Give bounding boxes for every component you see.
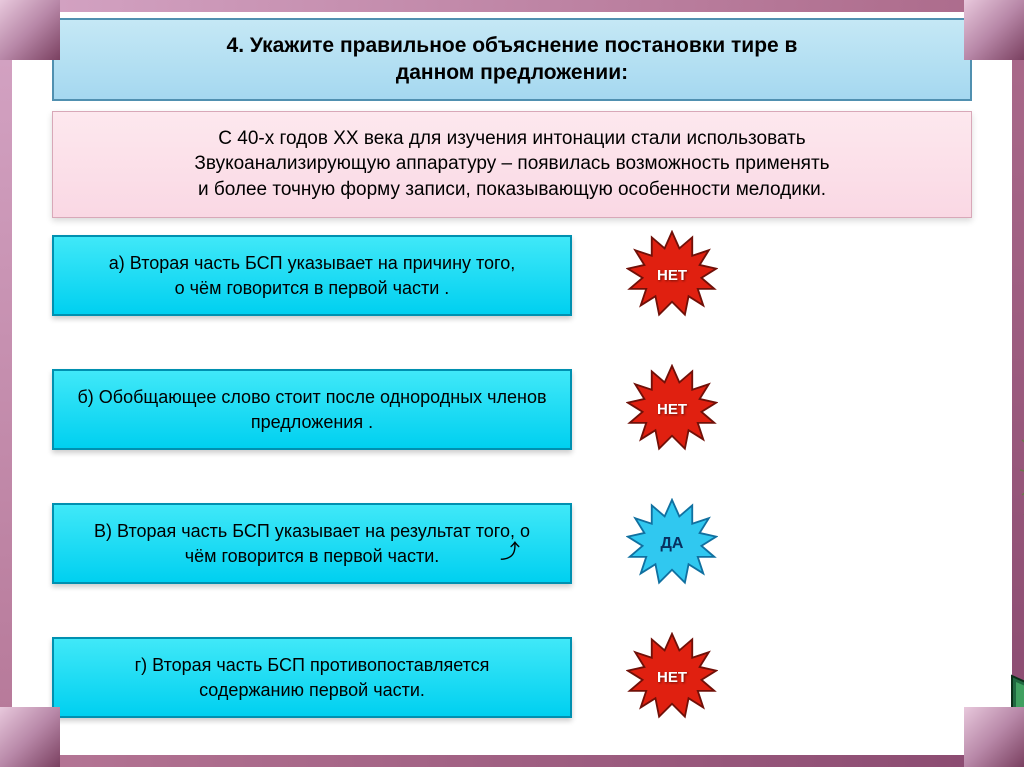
option-text-line1: Вторая часть БСП указывает на причину то… bbox=[130, 253, 515, 273]
option-text-line1: Вторая часть БСП противопоставляется bbox=[152, 655, 489, 675]
context-line1: С 40-х годов XX века для изучения интона… bbox=[218, 128, 805, 149]
option-letter: г) bbox=[135, 655, 148, 675]
option-d[interactable]: г) Вторая часть БСП противопоставляется … bbox=[52, 637, 572, 718]
badge-label: НЕТ bbox=[657, 267, 687, 284]
badge-cell: НЕТ bbox=[592, 364, 752, 456]
badge-cell: НЕТ bbox=[592, 230, 752, 322]
badge-cell: ДА bbox=[592, 498, 752, 590]
context-line3: и более точную форму записи, показывающу… bbox=[198, 179, 826, 200]
option-letter: В) bbox=[94, 521, 112, 541]
stick-insect-icon bbox=[1012, 435, 1024, 525]
option-row: г) Вторая часть БСП противопоставляется … bbox=[52, 632, 972, 724]
option-row: б) Обобщающее слово стоит после однородн… bbox=[52, 364, 972, 456]
option-text-line1: Обобщающее слово стоит после однородных … bbox=[99, 387, 547, 407]
answer-badge-yes: ДА bbox=[626, 498, 718, 590]
option-row: а) Вторая часть БСП указывает на причину… bbox=[52, 230, 972, 322]
frame-corner bbox=[0, 707, 60, 767]
frame-corner bbox=[0, 0, 60, 60]
question-number: 4. bbox=[227, 34, 245, 57]
question-line2: данном предложении: bbox=[396, 61, 628, 84]
badge-cell: НЕТ bbox=[592, 632, 752, 724]
answer-badge-no: НЕТ bbox=[626, 364, 718, 456]
option-text-line2: о чём говорится в первой части . bbox=[175, 278, 450, 298]
badge-label: ДА bbox=[661, 535, 684, 553]
context-sentence: С 40-х годов XX века для изучения интона… bbox=[52, 111, 972, 218]
option-text-line1: Вторая часть БСП указывает на результат … bbox=[117, 521, 530, 541]
slide-frame: 4. Укажите правильное объяснение постано… bbox=[0, 0, 1024, 767]
frame-corner bbox=[964, 0, 1024, 60]
question-line1: Укажите правильное объяснение постановки… bbox=[250, 34, 798, 57]
option-letter: б) bbox=[77, 387, 93, 407]
option-b[interactable]: б) Обобщающее слово стоит после однородн… bbox=[52, 369, 572, 450]
option-c[interactable]: В) Вторая часть БСП указывает на результ… bbox=[52, 503, 572, 584]
option-text-line2: содержанию первой части. bbox=[199, 680, 425, 700]
answer-badge-no: НЕТ bbox=[626, 632, 718, 724]
option-text-line2: предложения . bbox=[251, 412, 373, 432]
frame-corner bbox=[964, 707, 1024, 767]
badge-label: НЕТ bbox=[657, 669, 687, 686]
option-row: В) Вторая часть БСП указывает на результ… bbox=[52, 498, 972, 590]
option-a[interactable]: а) Вторая часть БСП указывает на причину… bbox=[52, 235, 572, 316]
options-area: а) Вторая часть БСП указывает на причину… bbox=[52, 230, 972, 724]
answer-badge-no: НЕТ bbox=[626, 230, 718, 322]
badge-label: НЕТ bbox=[657, 401, 687, 418]
context-line2: Звукоанализирующую аппаратуру – появилас… bbox=[194, 153, 829, 174]
option-text-line2: чём говорится в первой части. bbox=[185, 546, 440, 566]
option-letter: а) bbox=[109, 253, 125, 273]
question-header: 4. Укажите правильное объяснение постано… bbox=[52, 18, 972, 101]
